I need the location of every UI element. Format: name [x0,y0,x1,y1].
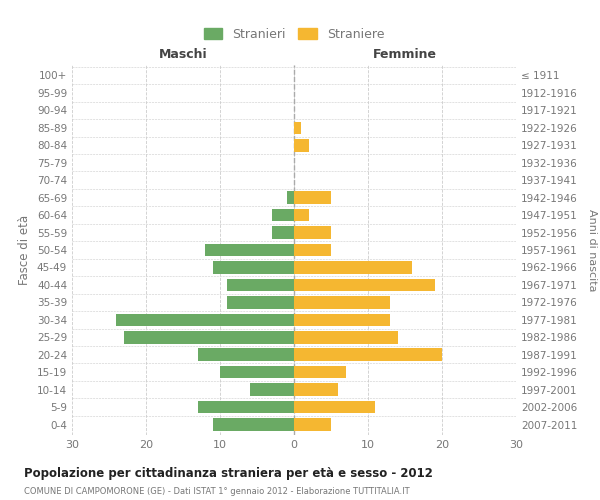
Bar [294,226,331,239]
Legend: Stranieri, Straniere: Stranieri, Straniere [199,23,389,46]
Text: COMUNE DI CAMPOMORONE (GE) - Dati ISTAT 1° gennaio 2012 - Elaborazione TUTTITALI: COMUNE DI CAMPOMORONE (GE) - Dati ISTAT … [24,488,410,496]
Bar [294,314,390,326]
Bar [294,261,412,274]
Bar [272,209,294,222]
Bar [294,331,398,344]
Bar [272,226,294,239]
Bar [227,296,294,308]
Bar [220,366,294,378]
Bar [294,418,331,431]
Bar [116,314,294,326]
Bar [212,261,294,274]
Bar [205,244,294,256]
Bar [294,296,390,308]
Bar [294,209,309,222]
Bar [198,401,294,413]
Bar [287,192,294,204]
Text: Popolazione per cittadinanza straniera per età e sesso - 2012: Popolazione per cittadinanza straniera p… [24,468,433,480]
Bar [294,348,442,361]
Text: Femmine: Femmine [373,48,437,62]
Bar [212,418,294,431]
Text: Maschi: Maschi [158,48,208,62]
Bar [294,366,346,378]
Bar [294,278,434,291]
Bar [227,278,294,291]
Bar [294,401,376,413]
Bar [250,384,294,396]
Bar [124,331,294,344]
Bar [294,244,331,256]
Bar [198,348,294,361]
Bar [294,122,301,134]
Bar [294,139,309,151]
Bar [294,192,331,204]
Y-axis label: Anni di nascita: Anni di nascita [587,209,597,291]
Bar [294,384,338,396]
Y-axis label: Fasce di età: Fasce di età [19,215,31,285]
